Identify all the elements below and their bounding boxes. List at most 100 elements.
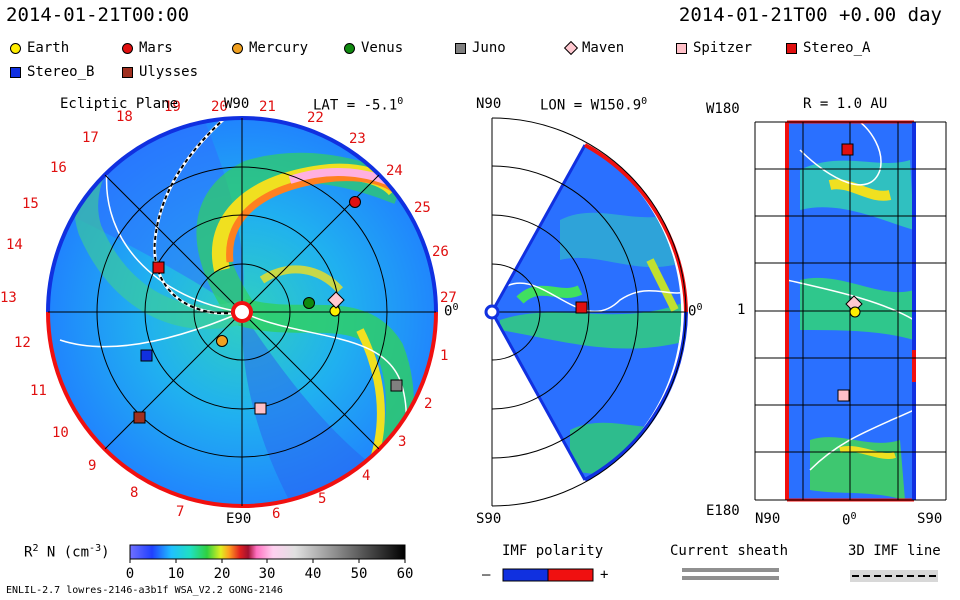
ecliptic-top-label: W90 (224, 96, 250, 112)
datetime-left: 2014-01-21T00:00 (6, 4, 190, 26)
colorbar-tick-60: 60 (397, 566, 414, 582)
carr-24: 24 (386, 163, 403, 179)
stereo-b-marker-icon (10, 66, 21, 78)
carr-3: 3 (398, 434, 406, 450)
carr-6: 6 (272, 506, 280, 522)
current-sheath-swatch (682, 568, 779, 580)
carr-22: 22 (307, 110, 324, 126)
stereo-a-icon (152, 261, 165, 274)
carr-4: 4 (362, 468, 370, 484)
ulysses-marker-icon (122, 66, 133, 78)
carr-19: 19 (164, 99, 181, 115)
current-sheath-title: Current sheath (670, 543, 789, 559)
carr-15: 15 (22, 196, 39, 212)
legend-juno: Juno (455, 40, 506, 56)
earth-marker-icon (10, 42, 21, 54)
carr-5: 5 (318, 491, 326, 507)
stereo-b-icon (140, 349, 153, 362)
juno-icon (390, 379, 403, 392)
colorbar-tick-20: 20 (214, 566, 231, 582)
legend-venus: Venus (344, 40, 403, 56)
carr-21: 21 (259, 99, 276, 115)
imf-plus-label: + (600, 567, 609, 583)
radial-spitzer-icon (837, 389, 850, 402)
ecliptic-title: Ecliptic Plane (60, 96, 179, 112)
radial-zero: 00 (842, 511, 857, 529)
meridional-stereo-a-icon (575, 301, 588, 314)
ecliptic-plane-plot (46, 116, 438, 508)
legend-mercury: Mercury (232, 40, 308, 56)
imf-polarity-bar (502, 568, 594, 582)
lat-label: LAT = -5.10 (313, 96, 404, 114)
carr-1: 1 (440, 348, 448, 364)
carr-17: 17 (82, 130, 99, 146)
meridional-s90: S90 (476, 511, 502, 527)
radial-n90: N90 (755, 511, 781, 527)
imf-minus-label: – (482, 567, 491, 583)
radial-mid-label: 1 (737, 302, 746, 318)
colorbar-tick-40: 40 (305, 566, 322, 582)
colorbar-tick-0: 0 (126, 566, 134, 582)
radial-stereo-a-icon (841, 143, 854, 156)
carr-23: 23 (349, 131, 366, 147)
juno-marker-icon (455, 42, 466, 54)
stereo-a-marker-icon (786, 42, 797, 54)
legend-ulysses: Ulysses (122, 64, 198, 80)
mercury-icon (216, 335, 228, 347)
imf-line-title: 3D IMF line (848, 543, 941, 559)
carr-7: 7 (176, 504, 184, 520)
colorbar-tick-30: 30 (259, 566, 276, 582)
colorbar-tick-50: 50 (351, 566, 368, 582)
maven-icon (327, 291, 345, 309)
legend-mars: Mars (122, 40, 173, 56)
ecliptic-right-label: 00 (444, 302, 459, 320)
carr-26: 26 (432, 244, 449, 260)
density-colorbar: 0 10 20 30 40 50 60 (126, 544, 414, 582)
radial-plot (754, 120, 947, 502)
carr-27: 27 (440, 290, 457, 306)
carr-12: 12 (14, 335, 31, 351)
ecliptic-bottom-label: E90 (226, 511, 252, 527)
venus-icon (303, 297, 315, 309)
imf-line-swatch (850, 570, 938, 582)
carr-16: 16 (50, 160, 67, 176)
meridional-n90: N90 (476, 96, 502, 112)
legend-stereo-a: Stereo_A (786, 40, 870, 56)
radial-s90: S90 (917, 511, 943, 527)
meridional-right-label: 00 (688, 302, 703, 320)
model-footer: ENLIL-2.7 lowres-2146-a3b1f WSA_V2.2 GON… (6, 585, 283, 596)
legend-stereo-b: Stereo_B (10, 64, 94, 80)
venus-marker-icon (344, 42, 355, 54)
mercury-marker-icon (232, 42, 243, 54)
spitzer-icon (254, 402, 267, 415)
sun-icon (231, 301, 253, 323)
carr-14: 14 (6, 237, 23, 253)
mars-icon (349, 196, 361, 208)
legend-earth: Earth (10, 40, 69, 56)
legend-spitzer: Spitzer (676, 40, 752, 56)
carr-8: 8 (130, 485, 138, 501)
meridional-plot (484, 117, 688, 507)
imf-polarity-title: IMF polarity (502, 543, 604, 559)
carr-10: 10 (52, 425, 69, 441)
r-label: R = 1.0 AU (803, 96, 888, 112)
colorbar-tick-10: 10 (168, 566, 185, 582)
datetime-right: 2014-01-21T00 +0.00 day (678, 4, 942, 26)
carr-9: 9 (88, 458, 96, 474)
spitzer-marker-icon (676, 42, 687, 54)
carr-11: 11 (30, 383, 47, 399)
radial-e180: E180 (706, 503, 740, 519)
colorbar-label: R2 N (cm-3) (24, 543, 110, 561)
carr-2: 2 (424, 396, 432, 412)
lon-label: LON = W150.90 (540, 96, 648, 114)
carr-25: 25 (414, 200, 431, 216)
ulysses-icon (133, 411, 146, 424)
legend-maven: Maven (563, 40, 624, 56)
radial-earth-icon (849, 306, 861, 318)
carr-18: 18 (116, 109, 133, 125)
carr-13: 13 (0, 290, 17, 306)
carrington-numbers: 20 21 22 23 24 25 26 27 1 2 3 4 5 6 7 8 … (0, 99, 457, 522)
radial-w180: W180 (706, 101, 740, 117)
carr-20: 20 (211, 99, 228, 115)
